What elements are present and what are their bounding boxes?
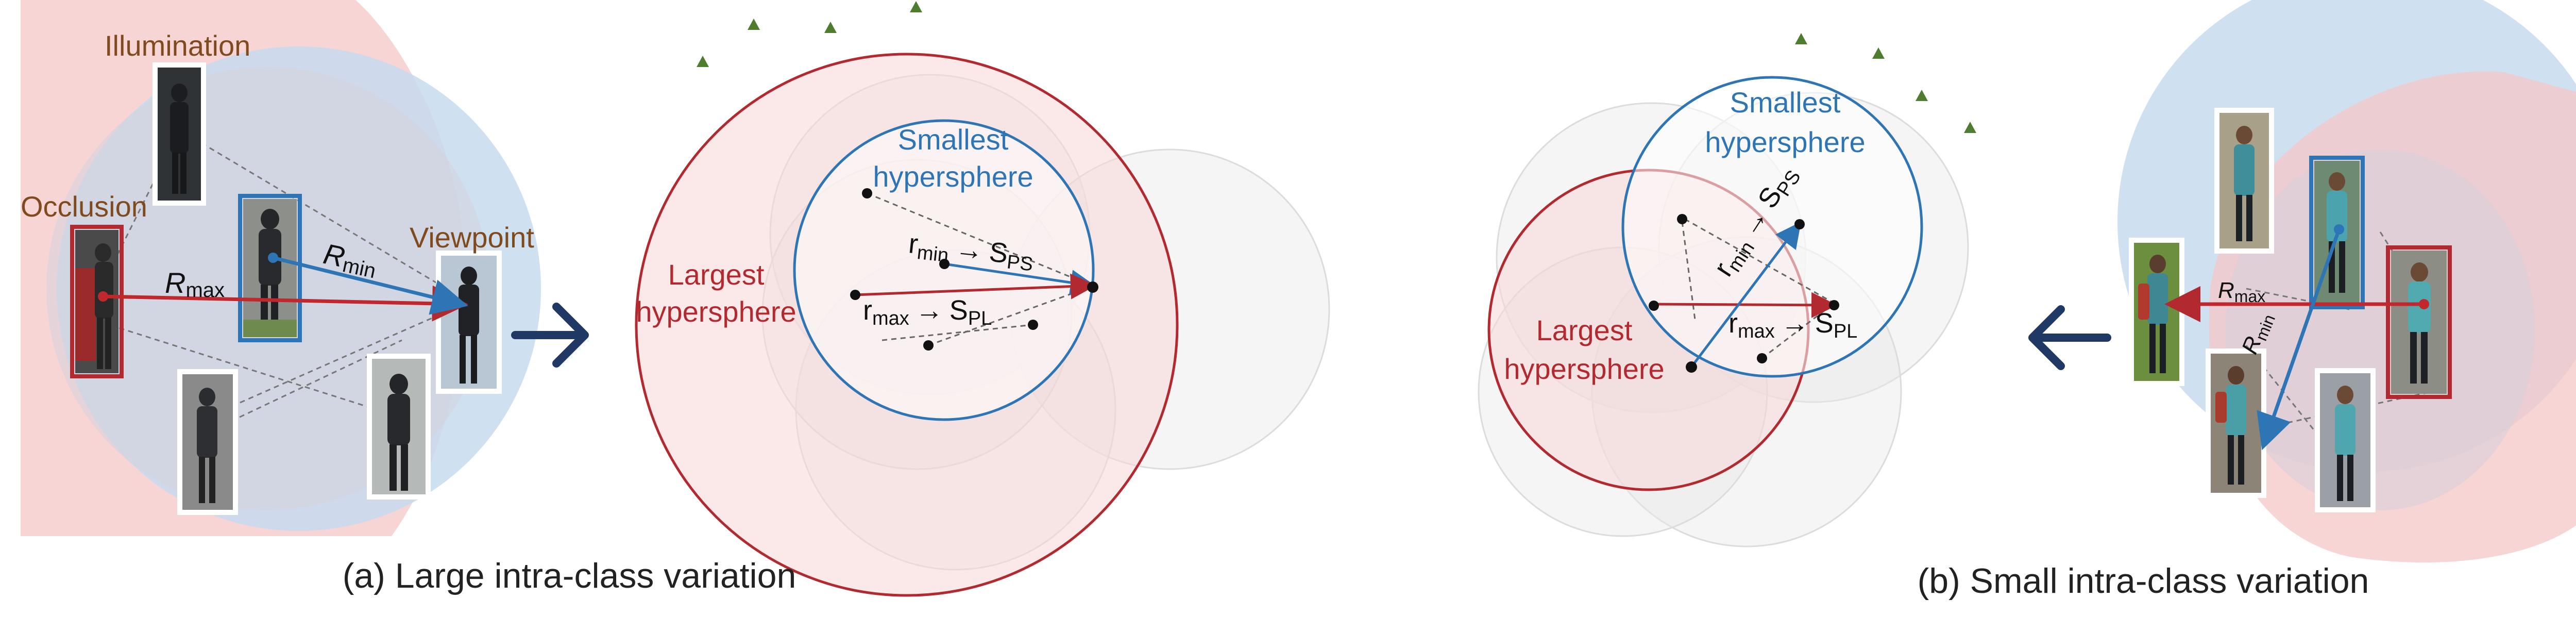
person-crop-lower-left: [177, 369, 238, 515]
rmax-spl-label-b: rmax → SPL: [1728, 308, 1857, 342]
panel-a-r-min-arrow: [944, 262, 1096, 295]
panel-a-rmax-start-dot: [98, 291, 108, 302]
person-crop-lower-right: [367, 354, 431, 500]
panel-b-hypersphere-diagram: [1478, 33, 1976, 547]
panel-a-dashed-connections: [867, 192, 1093, 346]
largest-label-b-line1: Largest: [1536, 314, 1633, 346]
arrow-left-icon: [2028, 305, 2111, 370]
largest-label-a-line1: Largest: [668, 258, 765, 291]
arrow-right-icon: [511, 303, 589, 368]
person-crop-viewpoint: [436, 251, 502, 394]
panel-a-embedding: [21, 0, 541, 536]
caption-a: (a) Large intra-class variation: [343, 556, 796, 595]
panel-b-embedding: [2117, 0, 2576, 563]
rmax-spl-label-a: rmax → SPL: [863, 295, 992, 329]
panel-b-rmin-start-dot: [2334, 224, 2344, 235]
person-crop-b-top: [2214, 108, 2274, 254]
largest-label-a-line2: hypersphere: [636, 295, 796, 328]
panel-b-points: [1649, 214, 1839, 373]
panel-a-rmin-start-dot: [268, 253, 278, 263]
panel-a-r-max-arrow: [855, 273, 1096, 300]
smallest-label-a-line2: hypersphere: [873, 160, 1033, 193]
person-crop-b-left: [2129, 238, 2184, 386]
label-rmax-a: Rmax: [165, 267, 225, 302]
person-crop-b-bottom-right: [2315, 368, 2376, 512]
person-crop-b-right: [2386, 245, 2452, 399]
label-illumination: Illumination: [105, 29, 250, 62]
person-crop-occlusion: [70, 225, 124, 378]
caption-b: (b) Small intra-class variation: [1918, 561, 2369, 601]
person-crop-anchor: [238, 194, 302, 342]
panel-b-r-max-arrow: [1653, 292, 1837, 318]
label-viewpoint: Viewpoint: [410, 221, 534, 254]
label-rmax-b: Rmax: [2218, 278, 2265, 306]
panel-b-grey-overlap: [2226, 149, 2535, 510]
smallest-label-a-line1: Smallest: [898, 123, 1009, 156]
panel-a-rmax-line: [103, 285, 468, 322]
panel-a-points: [850, 188, 1098, 351]
rmin-sps-label-a: rmin → SPS: [907, 228, 1036, 275]
panel-b-rmin-line: [2257, 228, 2341, 451]
person-crop-illumination: [152, 62, 206, 206]
smallest-label-b-line1: Smallest: [1730, 86, 1841, 119]
panel-a-green-markers: [697, 1, 922, 67]
panel-b-green-markers: [1795, 33, 1976, 133]
smallest-hypersphere-b: [1621, 76, 1923, 378]
panel-b-r-min-arrow: [1690, 222, 1802, 368]
label-occlusion: Occlusion: [21, 190, 147, 223]
panel-a-rmin-line: [273, 256, 468, 315]
smallest-label-b-line2: hypersphere: [1705, 126, 1865, 158]
person-crop-b-bottom-left: [2206, 348, 2266, 498]
largest-label-b-line2: hypersphere: [1504, 353, 1664, 385]
panel-b-rmax-start-dot: [2419, 299, 2429, 309]
panel-a-hypersphere-diagram: [635, 1, 1330, 597]
